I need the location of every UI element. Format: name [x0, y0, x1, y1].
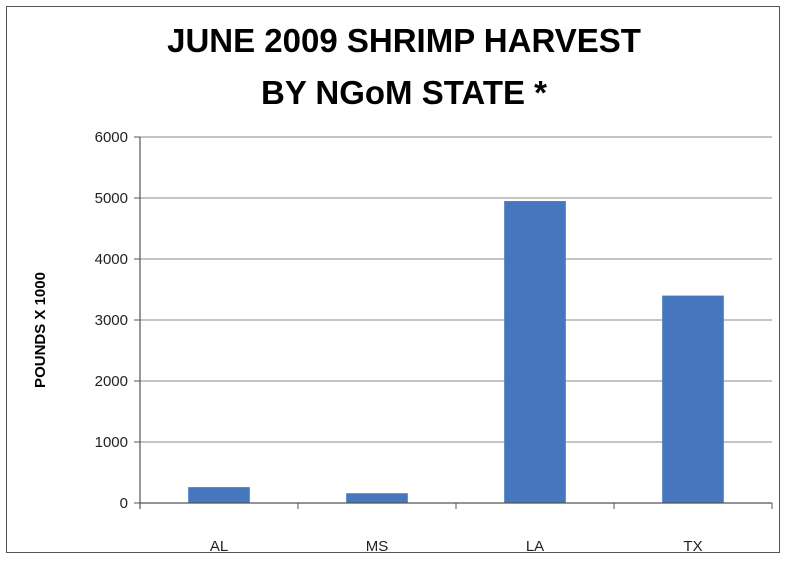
bar-ms [346, 493, 408, 503]
y-tick-label: 3000 [95, 312, 128, 329]
x-tick-label: MS [366, 538, 389, 555]
bars [188, 201, 724, 504]
y-tick-labels: 0 1000 2000 3000 4000 5000 6000 [95, 129, 140, 512]
y-axis-label: POUNDS X 1000 [32, 272, 49, 388]
y-tick-label: 5000 [95, 190, 128, 207]
x-tick-label: LA [526, 538, 544, 555]
chart-title-line-1: JUNE 2009 SHRIMP HARVEST [167, 22, 641, 59]
chart-frame [6, 6, 780, 553]
chart-title-line-2: BY NGoM STATE * [261, 74, 547, 111]
y-tick-label: 2000 [95, 373, 128, 390]
bar-tx [662, 295, 724, 503]
y-tick-label: 0 [120, 495, 128, 512]
bar-al [188, 487, 250, 503]
bar-la [504, 201, 566, 504]
axes [139, 137, 772, 509]
x-tick-label: AL [210, 538, 228, 555]
x-tick-label: TX [683, 538, 702, 555]
y-tick-label: 1000 [95, 434, 128, 451]
x-tick-labels: AL MS LA TX [210, 503, 773, 555]
y-tick-label: 6000 [95, 129, 128, 146]
y-tick-label: 4000 [95, 251, 128, 268]
